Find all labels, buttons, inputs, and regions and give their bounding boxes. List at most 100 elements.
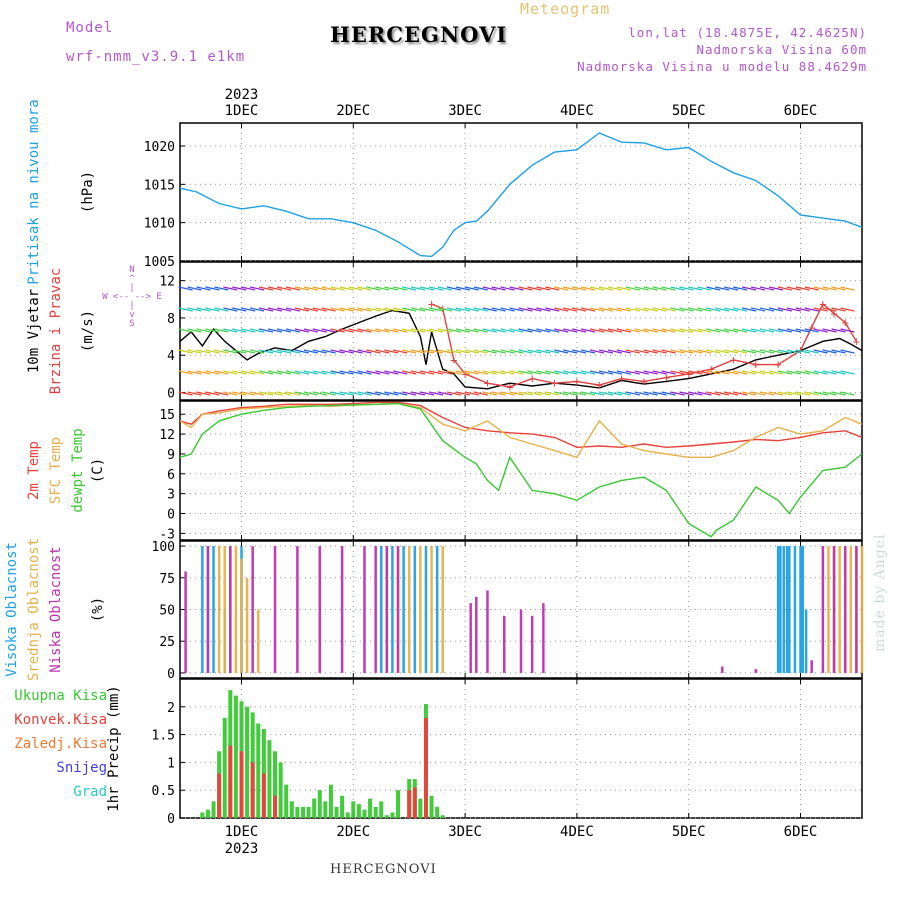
wind-barb	[357, 328, 372, 333]
gust-marker: +	[685, 367, 692, 381]
wind-barb	[598, 391, 614, 396]
wind-barb	[670, 370, 685, 375]
wind-barb	[589, 307, 605, 312]
precip-bar	[239, 751, 244, 818]
wind-barb	[777, 307, 792, 312]
wind-barb	[411, 307, 426, 312]
wind-barb	[509, 391, 524, 396]
wind-barb	[205, 286, 220, 291]
wind-barb	[768, 349, 784, 354]
wind-barb	[661, 391, 676, 396]
wind-barb	[733, 307, 748, 312]
wind-barb	[339, 391, 354, 396]
wind-barb	[357, 370, 372, 375]
wind-barb	[580, 328, 596, 333]
wind-barb	[214, 349, 229, 354]
wind-barb	[419, 286, 435, 291]
lonlat-info: lon,lat (18.4875E, 42.4625N)	[628, 25, 867, 40]
wind-barb	[554, 349, 569, 354]
wind-barb	[670, 307, 685, 312]
wind-barb	[473, 391, 488, 396]
wind-barb	[688, 307, 703, 312]
wind-barb	[196, 370, 211, 375]
wind-unit-label: (m/s)	[80, 310, 96, 352]
wind-barb	[688, 370, 703, 375]
wind-barb	[402, 307, 417, 312]
wind-barb	[366, 286, 381, 291]
wind-barb	[777, 328, 792, 333]
temperature-ytick-label: 6	[167, 468, 175, 483]
wind-barb	[393, 391, 408, 396]
cloud-bar	[799, 546, 802, 673]
wind-barb	[258, 286, 274, 291]
wind-barb	[375, 349, 390, 354]
wind-barb	[625, 391, 640, 396]
wind-barb	[777, 286, 792, 291]
wind-barb	[580, 370, 596, 375]
wind-barb	[312, 391, 327, 396]
compass-rose: |	[129, 283, 134, 293]
wind-barb	[580, 391, 596, 396]
wind-ylabel: Brzina i Pravac	[48, 268, 64, 394]
wind-barb	[419, 328, 435, 333]
wind-barb	[616, 370, 631, 375]
cloud-bar	[379, 546, 383, 673]
cloud-bar	[810, 660, 813, 673]
wind-barb	[697, 370, 712, 375]
cloud-bar	[542, 603, 545, 673]
precip-bar	[345, 812, 350, 818]
precip-bar	[250, 762, 255, 818]
wind-barb	[375, 370, 390, 375]
wind-barb	[223, 328, 238, 333]
precip-bar	[205, 809, 210, 818]
precip-bar	[407, 790, 412, 818]
day-label-top: 1DEC	[225, 103, 259, 119]
cloud-ylabel: Visoka Oblacnost	[4, 542, 20, 677]
day-label-top: 4DEC	[560, 103, 594, 119]
gust-marker: +	[808, 320, 815, 334]
gust-marker: +	[663, 371, 670, 385]
wind-barb	[554, 391, 569, 396]
wind-barb	[572, 307, 587, 312]
wind-barb	[563, 391, 578, 396]
wind-barb	[250, 370, 265, 375]
precip-bar	[312, 798, 317, 818]
gust-marker: +	[752, 358, 759, 372]
wind-barb	[312, 328, 327, 333]
cloud-bar	[223, 546, 226, 673]
wind-barb	[527, 307, 542, 312]
wind-barb	[258, 370, 274, 375]
wind-barb	[518, 391, 533, 396]
day-label-bottom: 3DEC	[448, 824, 482, 840]
wind-barb	[330, 349, 345, 354]
wind-barb	[223, 349, 238, 354]
wind-barb	[509, 286, 524, 291]
gust-marker: +	[506, 380, 513, 394]
wind-barb	[428, 328, 444, 333]
wind-barb	[294, 286, 309, 291]
wind-barb	[294, 391, 309, 396]
compass-rose: S	[129, 319, 134, 329]
wind-barb	[491, 370, 506, 375]
wind-barb	[741, 391, 757, 396]
wind-barb	[339, 328, 354, 333]
wind-barb	[688, 286, 703, 291]
compass-rose: v	[129, 310, 134, 320]
wind-barb	[616, 391, 631, 396]
wind-barb	[294, 307, 309, 312]
cloud-bar	[832, 546, 836, 673]
wind-barb	[652, 286, 667, 291]
wind-barb	[840, 370, 855, 375]
wind-barb	[733, 328, 748, 333]
cloud-bar	[785, 546, 789, 673]
wind-barb	[750, 307, 766, 312]
wind-series-line	[431, 302, 858, 388]
wind-barb	[205, 370, 220, 375]
gust-marker: +	[450, 353, 457, 367]
cloud-ylabel: Srednja Oblacnost	[26, 538, 42, 681]
cloud-unit-label: (%)	[90, 597, 106, 622]
day-label-bottom: 6DEC	[784, 824, 818, 840]
wind-barb	[670, 328, 685, 333]
wind-barb	[446, 286, 462, 291]
wind-barb	[652, 307, 667, 312]
